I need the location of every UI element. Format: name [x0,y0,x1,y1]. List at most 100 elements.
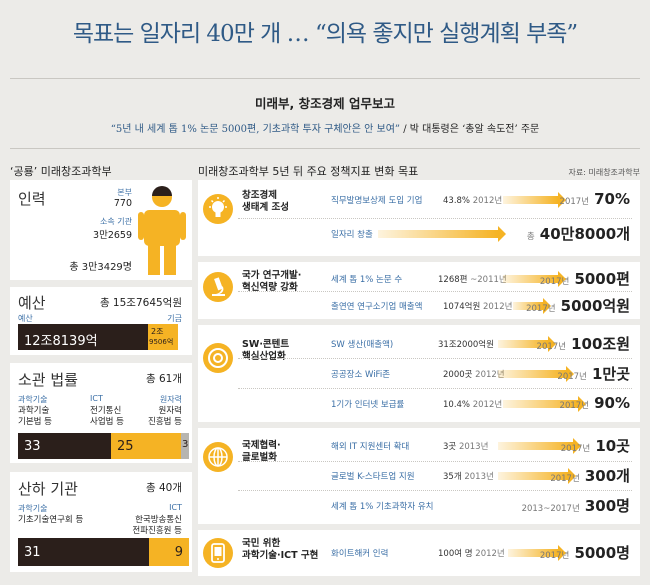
arrow-icon [508,545,566,561]
laws-ict-value: 25 [117,439,134,454]
indicator-label: 일자리 창출 [331,230,373,240]
indicator-target: 2017년 1만곳 [557,365,630,383]
disc-icon [203,343,233,373]
manpower-card: 인력 본부 770 소속 기관 3만2659 총 3만3429명 [10,180,192,280]
arrow-icon [498,438,581,454]
laws-group-1-line1: 과학기술 [18,406,50,416]
indicator-current: 1268편 ~2011년 [438,275,507,285]
manpower-total: 총 3만3429명 [69,262,132,273]
indicator-target: 2013~2017년 300명 [521,497,630,515]
indicator-current: 2000곳 2012년 [443,370,505,380]
quote-part-1: “5년 내 세계 톱 1% 논문 5000편, 기초과학 투자 구체안은 안 보… [110,124,401,135]
indicator-current: 100여 명 2012년 [438,549,505,559]
laws-group-3-label: 원자력 [159,395,182,404]
category-sw-content: SW·콘텐트 핵심산업화 SW 생산(매출액) 31조2000억원 2017년 1… [198,319,640,422]
quote-part-2: 박 대통령은 ‘총알 속도전’ 주문 [409,124,540,135]
category-creative-economy: 창조경제 생태계 조성 직무발명보상제 도입 기업 43.8% 2012년 201… [198,180,640,256]
fund-value-2: 9506억 [149,338,174,346]
laws-bar-nuclear: 3 [181,433,189,459]
agencies-card: 산하 기관 총 40개 과학기술 기초기술연구회 등 ICT 한국방송통신 전파… [10,472,192,572]
arrow-icon [513,298,551,314]
quote-separator: / [400,124,410,135]
agencies-group-1-label: 과학기술 [18,504,48,513]
agencies-ict-value: 9 [174,545,183,560]
indicator-label: 직무발명보상제 도입 기업 [331,196,423,206]
row-divider [238,218,632,219]
indicator-target: 2017년 5000편 [539,270,630,288]
arrow-icon [503,271,566,287]
indicator-target: 2017년 5000억원 [526,297,630,315]
indicator-current: 1074억원 2012년 [443,302,513,312]
arrow-icon [498,366,574,382]
fund-value-1: 2조 [151,327,164,336]
agencies-group-2-line1: 한국방송통신 [135,515,182,525]
hq-value: 770 [113,198,132,209]
globe-icon [203,442,233,472]
lightbulb-icon [203,194,233,224]
page-subtitle: 미래부, 창조경제 업무보고 [255,96,395,111]
microscope-icon [203,272,233,302]
budget-bar-main: 12조8139억 [18,324,148,350]
indicator-label: 화이트해커 인력 [331,549,389,559]
indicator-current: 35개 2013년 [443,472,494,482]
agencies-group-2-line2: 전파진흥원 등 [132,526,182,536]
laws-group-2-label: ICT [90,394,103,403]
arrow-icon [503,192,566,208]
agencies-group-2-label: ICT [169,503,182,512]
header-divider [10,148,640,149]
tablet-icon [203,538,233,568]
indicator-current: 31조2000억원 [438,340,494,350]
category-2-name: 국가 연구개발· 혁신역량 강화 [242,270,302,293]
affil-label: 소속 기관 [100,217,132,226]
title-divider [10,78,640,79]
budget-title: 예산 [18,294,46,312]
budget-main-value: 12조8139억 [24,334,98,349]
arrow-icon [498,468,576,484]
laws-card: 소관 법률 총 61개 과학기술 과학기술 기본법 등 ICT 전기통신 사업법… [10,363,192,463]
category-global: 국제협력· 글로벌화 해외 IT 지원센터 확대 3곳 2013년 2017년 1… [198,422,640,524]
row-divider [238,291,632,292]
right-header: 미래창조과학부 5년 뒤 주요 정책지표 변화 목표 [198,165,419,178]
laws-nuclear-value: 3 [182,439,189,450]
agencies-group-1-line1: 기초기술연구회 등 [18,515,84,525]
category-citizen: 국민 위한 과학기술·ICT 구현 화이트해커 인력 100여 명 2012년 2… [198,524,640,576]
row-divider [238,388,632,389]
budget-right-label: 기금 [167,314,182,323]
arrow-icon [503,396,586,412]
indicator-label: 공공장소 WiFi존 [331,370,391,380]
indicator-target: 2017년 100조원 [536,335,630,353]
laws-bar-science: 33 [18,433,111,459]
laws-total: 총 61개 [145,373,182,385]
row-divider [238,461,632,462]
budget-bar-fund: 2조 9506억 [148,324,178,350]
laws-science-value: 33 [24,439,41,454]
laws-group-2-line2: 사업법 등 [90,417,124,427]
source-note: 자료: 미래창조과학부 [568,168,640,177]
budget-card: 예산 총 15조7645억원 예산 기금 12조8139억 2조 9506억 [10,287,192,355]
indicator-target: 총 40만8000개 [526,225,630,243]
indicator-current: 3곳 2013년 [443,442,489,452]
agencies-science-value: 31 [24,545,41,560]
laws-title: 소관 법률 [18,371,78,389]
category-4-name: 국제협력· 글로벌화 [242,440,281,463]
indicator-label: 1기가 인터넷 보급률 [331,400,405,410]
category-5-name: 국민 위한 과학기술·ICT 구현 [242,538,319,561]
indicator-label: 세계 톱 1% 기초과학자 유치 [331,502,434,512]
hq-label: 본부 [117,188,132,197]
indicator-label: SW 생산(매출액) [331,340,394,350]
affil-value: 3만2659 [93,230,132,241]
manpower-title: 인력 [18,190,46,208]
laws-bar-ict: 25 [111,433,181,459]
budget-total: 총 15조7645억원 [99,297,182,309]
laws-group-1-label: 과학기술 [18,395,48,404]
agencies-total: 총 40개 [145,482,182,494]
indicator-current: 10.4% 2012년 [443,400,503,410]
agencies-title: 산하 기관 [18,480,78,498]
row-divider [238,490,632,491]
arrow-icon [498,336,556,352]
row-divider [238,358,632,359]
agencies-bar-science: 31 [18,538,149,566]
agencies-bar-ict: 9 [149,538,189,566]
indicator-current: 43.8% 2012년 [443,196,503,206]
indicator-label: 해외 IT 지원센터 확대 [331,442,410,452]
